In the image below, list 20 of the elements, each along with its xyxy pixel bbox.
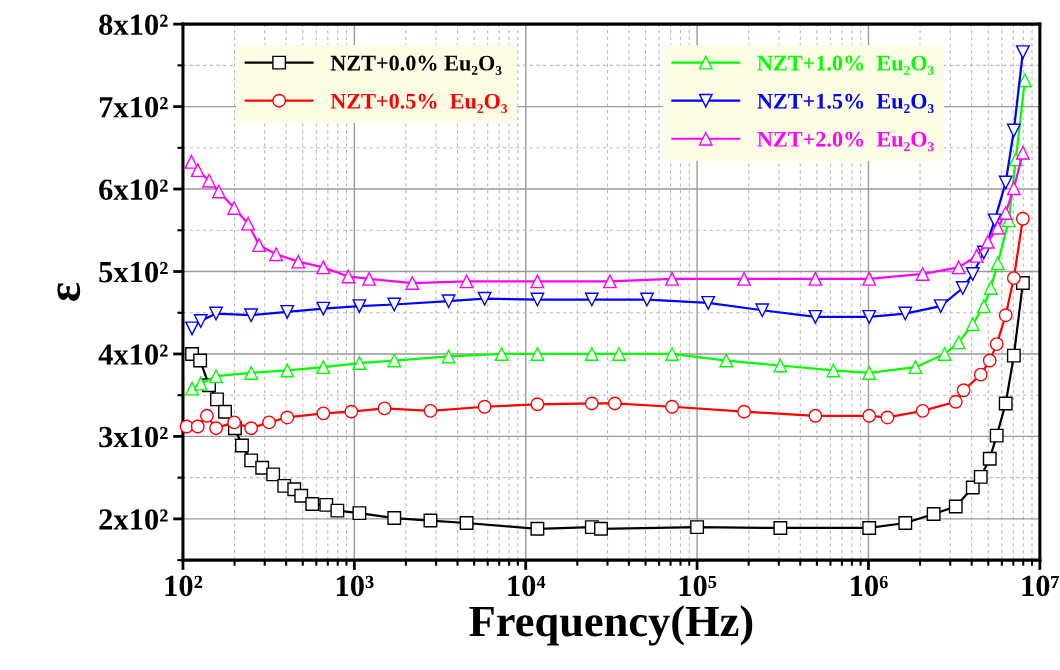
legend-label: NZT+0.0% Eu₂O₃ [330, 55, 502, 76]
legend-label: NZT+1.0% Eu₂O₃ [757, 55, 934, 76]
y-tick-label: 7x10² [99, 96, 168, 118]
y-tick-label: 5x10² [99, 261, 168, 283]
legend-label: NZT+2.0% Eu₂O₃ [757, 131, 934, 152]
y-tick-label: 2x10² [99, 509, 168, 530]
y-axis-title: ε [57, 283, 81, 301]
x-tick-label: 10⁵ [679, 575, 717, 597]
legend-label: NZT+0.5% Eu₂O₃ [330, 93, 508, 114]
y-tick-label: 4x10² [98, 344, 168, 365]
x-axis-title: Frequency(Hz) [469, 605, 753, 646]
x-tick-label: 10⁶ [851, 575, 888, 597]
x-tick-label: 10⁴ [508, 575, 546, 597]
x-tick-label: 10² [165, 575, 203, 597]
x-tick-label: 10³ [336, 575, 374, 597]
y-tick-label: 3x10² [99, 426, 168, 448]
x-tick-label: 10⁷ [1022, 575, 1060, 597]
y-tick-label: 6x10² [99, 179, 168, 200]
legend-label: NZT+1.5% Eu₂O₃ [757, 93, 934, 114]
y-tick-label: 8x10² [99, 14, 168, 36]
